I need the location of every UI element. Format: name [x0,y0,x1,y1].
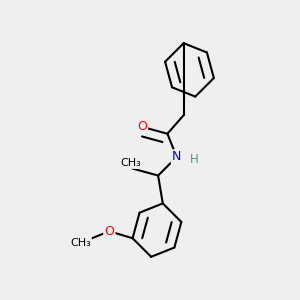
Text: H: H [190,153,199,166]
Text: CH₃: CH₃ [70,238,91,248]
Text: O: O [104,225,114,238]
Text: O: O [137,120,147,133]
Text: N: N [172,151,182,164]
Text: CH₃: CH₃ [120,158,141,168]
